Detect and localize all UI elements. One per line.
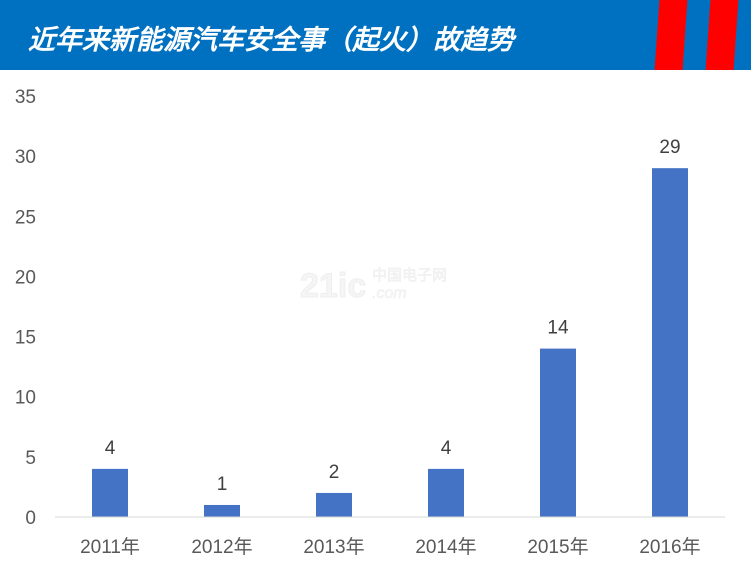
svg-text:21ic: 21ic xyxy=(300,267,366,305)
data-label: 2 xyxy=(329,462,340,483)
x-tick-label: 2013年 xyxy=(303,536,364,558)
watermark: 21ic 中国电子网 .com xyxy=(300,267,448,306)
x-tick-label: 2012年 xyxy=(191,536,252,558)
bar-2011年 xyxy=(92,468,128,517)
y-tick-label: 5 xyxy=(25,448,36,469)
bar-2016年 xyxy=(652,168,688,517)
y-tick-label: 0 xyxy=(25,508,36,529)
svg-text:中国电子网: 中国电子网 xyxy=(372,267,447,284)
y-tick-label: 10 xyxy=(15,388,36,409)
y-tick-label: 30 xyxy=(15,147,36,168)
bar-2015年 xyxy=(540,348,576,517)
title-banner: 近年来新能源汽车安全事（起火）故趋势 xyxy=(0,0,751,70)
x-tick-label: 2014年 xyxy=(415,536,476,558)
data-label: 4 xyxy=(105,438,116,459)
bar-2014年 xyxy=(428,468,464,517)
bar-2012年 xyxy=(204,504,240,517)
y-tick-label: 20 xyxy=(15,267,36,288)
y-tick-label: 35 xyxy=(15,87,36,108)
data-label: 29 xyxy=(659,137,680,158)
y-tick-label: 15 xyxy=(15,328,36,349)
y-tick-label: 25 xyxy=(15,207,36,228)
bar-2013年 xyxy=(316,492,352,517)
svg-text:.com: .com xyxy=(372,285,407,302)
x-tick-label: 2011年 xyxy=(80,536,140,558)
chart-title: 近年来新能源汽车安全事（起火）故趋势 xyxy=(28,25,514,56)
x-tick-label: 2015年 xyxy=(527,536,588,558)
data-label: 1 xyxy=(217,474,228,495)
data-label: 14 xyxy=(547,318,569,339)
x-tick-label: 2016年 xyxy=(639,536,700,558)
data-label: 4 xyxy=(441,438,452,459)
